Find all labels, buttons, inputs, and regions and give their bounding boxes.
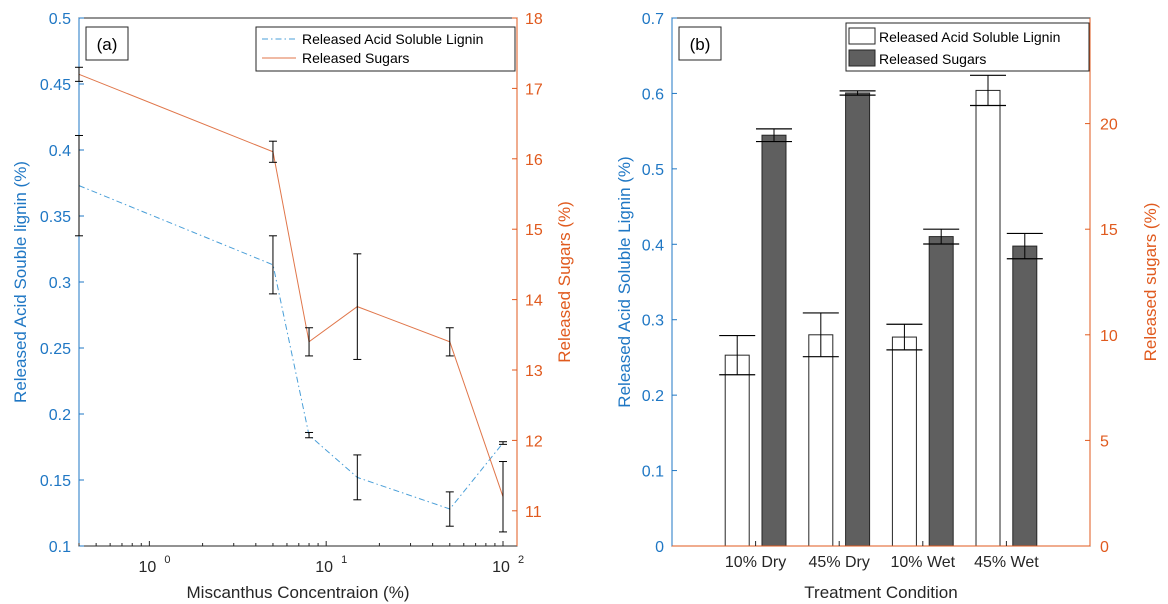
x-axis-category-label: 45% Wet xyxy=(974,554,1039,571)
left-axis-tick-label: 0.1 xyxy=(49,539,71,556)
panel-b: 0 0.1 0.2 0.3 0.4 0.5 0.6 0.7 0 5 10 15 20 10% Dry 4… xyxy=(615,11,1160,602)
bar-lignin xyxy=(975,89,1001,547)
panel-b-legend-box xyxy=(845,22,1090,72)
panel-a-legend: Released Acid Soluble Lignin Released Su… xyxy=(255,26,516,72)
x-axis-tick-label: 10 xyxy=(492,559,510,576)
left-axis-tick-label: 0.45 xyxy=(40,77,71,94)
bar-lignin xyxy=(891,336,917,547)
panel-b-label: (b) xyxy=(690,35,711,54)
panel-b-right-axis: 0 5 10 15 20 xyxy=(1085,18,1118,556)
right-axis-tick-label: 0 xyxy=(1100,539,1109,556)
bar-sugars xyxy=(928,236,954,547)
x-axis-tick-label: 10 xyxy=(138,559,156,576)
panel-a-x-axis-title: Miscanthus Concentraion (%) xyxy=(187,583,410,602)
series-line-sugars xyxy=(78,73,504,497)
panel-b-right-axis-title: Released sugars (%) xyxy=(1141,203,1160,362)
x-axis-category-label: 45% Dry xyxy=(809,554,870,571)
panel-a-left-axis: 0.1 0.15 0.2 0.25 0.3 0.35 0.4 0.45 0.5 xyxy=(40,11,84,556)
right-axis-tick-label: 16 xyxy=(525,152,543,169)
panel-b-left-axis: 0 0.1 0.2 0.3 0.4 0.5 0.6 0.7 xyxy=(642,11,677,556)
left-axis-tick-label: 0.35 xyxy=(40,209,71,226)
x-axis-tick-exponent: 0 xyxy=(164,554,170,566)
right-axis-tick-label: 14 xyxy=(525,293,543,310)
left-axis-tick-label: 0.2 xyxy=(49,407,71,424)
legend-swatch-lignin-bar xyxy=(848,27,876,45)
panel-b-x-axis-title: Treatment Condition xyxy=(804,583,957,602)
panel-b-legend: Released Acid Soluble Lignin Released Su… xyxy=(845,22,1090,72)
x-axis-category-label: 10% Dry xyxy=(725,554,786,571)
panel-a-label: (a) xyxy=(97,35,118,54)
x-axis-tick-label: 10 xyxy=(315,559,333,576)
left-axis-tick-label: 0.4 xyxy=(642,237,664,254)
left-axis-tick-label: 0.4 xyxy=(49,143,71,160)
right-axis-tick-label: 15 xyxy=(525,222,543,239)
panel-a-x-axis: 10 0 10 1 10 2 xyxy=(78,541,524,576)
legend-label-sugars: Released Sugars xyxy=(302,50,409,66)
left-axis-tick-label: 0.15 xyxy=(40,473,71,490)
panel-b-series xyxy=(672,74,1090,547)
panel-a: 0.10.150.20.250.30.350.40.450.5 11121314… xyxy=(11,11,574,602)
bar-sugars xyxy=(761,134,787,547)
right-axis-tick-label: 17 xyxy=(525,81,543,98)
left-axis-tick-label: 0.3 xyxy=(642,313,664,330)
left-axis-tick-label: 0.25 xyxy=(40,341,71,358)
left-axis-tick-label: 0.1 xyxy=(642,464,664,481)
legend-label-lignin-bar: Released Acid Soluble Lignin xyxy=(879,29,1060,45)
left-axis-tick-label: 0.5 xyxy=(49,11,71,28)
panel-a-label-box xyxy=(85,26,129,61)
right-axis-tick-label: 12 xyxy=(525,433,543,450)
panel-b-left-axis-title: Released Acid Soluble Lignin (%) xyxy=(615,156,634,407)
right-axis-tick-label: 5 xyxy=(1100,433,1109,450)
legend-label-sugars-bar: Released Sugars xyxy=(879,51,986,67)
left-axis-tick-label: 0.3 xyxy=(49,275,71,292)
bar-sugars xyxy=(1012,245,1038,547)
right-axis-tick-label: 13 xyxy=(525,363,543,380)
bar-lignin xyxy=(808,334,834,547)
panel-a-legend-box xyxy=(255,26,516,72)
x-axis-tick-exponent: 2 xyxy=(518,554,524,566)
panel-a-right-axis: 11 12 13 14 15 16 17 18 xyxy=(512,11,543,546)
panel-a-right-axis-title: Released Sugars (%) xyxy=(555,201,574,363)
right-axis-tick-label: 15 xyxy=(1100,222,1118,239)
bar-lignin xyxy=(724,354,750,547)
left-axis-tick-label: 0.2 xyxy=(642,388,664,405)
right-axis-tick-label: 11 xyxy=(525,504,542,521)
right-axis-tick-label: 10 xyxy=(1100,328,1118,345)
legend-label-lignin: Released Acid Soluble Lignin xyxy=(302,31,483,47)
x-axis-category-label: 10% Wet xyxy=(890,554,955,571)
right-axis-tick-label: 20 xyxy=(1100,117,1118,134)
bar-sugars xyxy=(845,92,871,547)
panel-b-x-axis: 10% Dry 45% Dry 10% Wet 45% Wet xyxy=(725,541,1039,571)
legend-swatch-sugars-bar xyxy=(848,49,876,67)
left-axis-tick-label: 0.7 xyxy=(642,11,664,28)
x-axis-tick-exponent: 1 xyxy=(341,554,347,566)
panel-b-label-box xyxy=(678,26,722,61)
left-axis-tick-label: 0.6 xyxy=(642,86,664,103)
left-axis-tick-label: 0.5 xyxy=(642,162,664,179)
panel-a-series xyxy=(75,66,507,533)
left-axis-tick-label: 0 xyxy=(655,539,664,556)
panel-a-left-axis-title: Released Acid Souble lignin (%) xyxy=(11,161,30,403)
right-axis-tick-label: 18 xyxy=(525,11,543,28)
